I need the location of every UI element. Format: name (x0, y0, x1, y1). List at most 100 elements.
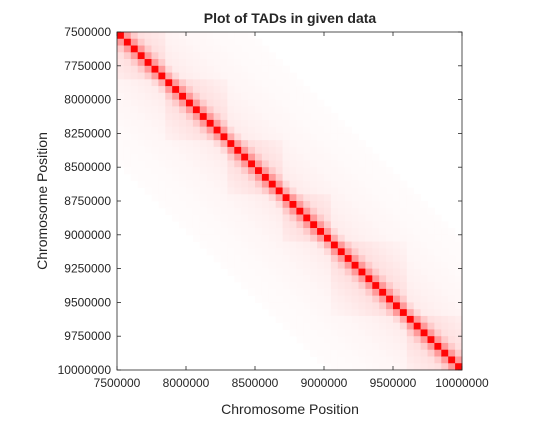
heatmap-cell (220, 241, 228, 249)
heatmap-cell (337, 241, 346, 249)
heatmap-cell (234, 167, 242, 175)
heatmap-cell (130, 32, 139, 40)
heatmap-cell (441, 309, 449, 317)
heatmap-cell (282, 268, 290, 276)
heatmap-cell (434, 261, 442, 269)
heatmap-cell (255, 167, 263, 175)
heatmap-cell (413, 214, 421, 222)
heatmap-cell (255, 234, 263, 242)
heatmap-cell (241, 234, 249, 242)
heatmap-cell (434, 295, 442, 303)
heatmap-cell (192, 72, 201, 80)
heatmap-cell (344, 336, 352, 344)
heatmap-cell (130, 106, 139, 114)
heatmap-cell (358, 309, 366, 317)
heatmap-cell (337, 201, 346, 209)
heatmap-cell (393, 329, 401, 337)
heatmap-cell (399, 282, 408, 290)
heatmap-cell (213, 248, 221, 256)
heatmap-cell (165, 72, 173, 80)
heatmap-cell (379, 342, 387, 351)
heatmap-cell (448, 248, 456, 256)
heatmap-cell (399, 295, 408, 303)
heatmap-cell (192, 59, 201, 67)
heatmap-cell (310, 349, 318, 357)
heatmap-cell (324, 153, 332, 161)
heatmap-cell (227, 207, 235, 215)
heatmap-cell (130, 79, 139, 87)
heatmap-cell (234, 275, 242, 283)
heatmap-cell (241, 187, 249, 195)
heatmap-cell (137, 52, 145, 60)
heatmap-cell (206, 113, 214, 121)
heatmap-cell (296, 336, 304, 344)
heatmap-cell (324, 214, 332, 222)
heatmap-cell (310, 187, 318, 195)
heatmap-cell (317, 329, 325, 337)
heatmap-cell (358, 295, 366, 303)
heatmap-cell (455, 288, 463, 297)
heatmap-cell (227, 160, 235, 168)
heatmap-cell (413, 234, 421, 242)
heatmap-cell (420, 349, 428, 357)
heatmap-cell (227, 201, 235, 209)
heatmap-cell (393, 295, 401, 303)
heatmap-cell (117, 86, 125, 94)
heatmap-cell (248, 140, 256, 148)
heatmap-cell (192, 173, 201, 182)
heatmap-cell (303, 255, 311, 263)
heatmap-cell (213, 99, 221, 107)
heatmap-cell (255, 228, 263, 236)
heatmap-cell (358, 153, 366, 161)
heatmap-cell (261, 79, 270, 87)
heatmap-cell (358, 194, 366, 202)
heatmap-cell (137, 126, 145, 134)
heatmap-cell (379, 255, 387, 263)
heatmap-cell (434, 363, 442, 371)
heatmap-cell (282, 99, 290, 107)
heatmap-cell (358, 241, 366, 249)
heatmap-cell (275, 113, 283, 121)
heatmap-cell (289, 92, 297, 100)
heatmap-cell (351, 295, 359, 303)
heatmap-cell (372, 160, 380, 168)
heatmap-cell (220, 140, 228, 148)
heatmap-cell (158, 79, 166, 87)
heatmap-cell (337, 268, 346, 276)
heatmap-cell (406, 315, 415, 324)
heatmap-cell (330, 194, 339, 202)
heatmap-cell (199, 153, 208, 161)
heatmap-cell (399, 342, 408, 351)
heatmap-cell (310, 342, 318, 351)
heatmap-cell (358, 322, 366, 330)
heatmap-cell (241, 261, 249, 269)
heatmap-cell (206, 119, 214, 128)
heatmap-cell (220, 52, 228, 60)
heatmap-cell (186, 126, 194, 134)
heatmap-cell (324, 302, 332, 310)
heatmap-cell (303, 113, 311, 121)
heatmap-cell (282, 146, 290, 155)
heatmap-cell (310, 329, 318, 337)
heatmap-cell (130, 160, 139, 168)
heatmap-cell (303, 126, 311, 134)
heatmap-cell (386, 329, 394, 337)
heatmap-cell (220, 119, 228, 128)
heatmap-cell (268, 59, 277, 67)
heatmap-cell (365, 268, 373, 276)
heatmap-cell (372, 234, 380, 242)
heatmap-cell (344, 309, 352, 317)
heatmap-cell (206, 146, 214, 155)
heatmap-cell (365, 167, 373, 175)
heatmap-cell (151, 167, 159, 175)
heatmap-cell (358, 140, 366, 148)
heatmap-cell (441, 342, 449, 351)
heatmap-cell (241, 153, 249, 161)
heatmap-cell (151, 180, 159, 188)
heatmap-cell (213, 214, 221, 222)
heatmap-cell (330, 302, 339, 310)
heatmap-cell (241, 38, 249, 46)
heatmap-cell (130, 65, 139, 73)
heatmap-cell (144, 126, 152, 134)
heatmap-cell (399, 329, 408, 337)
